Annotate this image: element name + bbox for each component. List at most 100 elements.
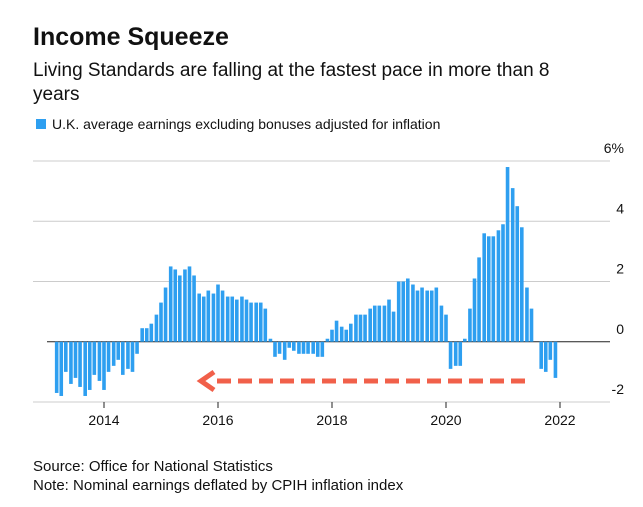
source-note: Source: Office for National Statistics [33, 458, 273, 475]
y-tick-label: 6% [604, 140, 624, 156]
chart-title: Income Squeeze [33, 23, 229, 51]
bar [444, 314, 448, 342]
legend-swatch [36, 119, 46, 129]
y-tick-label: 0 [616, 321, 624, 337]
x-tick-label: 2022 [544, 412, 575, 428]
bar [159, 302, 163, 342]
chart-subtitle: years [33, 84, 79, 105]
bar [173, 269, 178, 342]
bar [254, 302, 258, 342]
bar [344, 329, 349, 342]
bar [201, 296, 206, 342]
bar [187, 266, 192, 342]
bar [297, 341, 301, 354]
bar [168, 266, 173, 342]
bar [477, 257, 481, 342]
bar [377, 305, 382, 342]
bar [406, 278, 410, 342]
bar [468, 308, 472, 342]
bar [372, 305, 377, 342]
x-tick-label: 2014 [88, 412, 119, 428]
bar [515, 206, 520, 342]
x-tick-label: 2020 [430, 412, 461, 428]
bar [354, 314, 358, 342]
footnote: Note: Nominal earnings deflated by CPIH … [33, 477, 404, 494]
bar [358, 314, 363, 342]
bar [553, 341, 558, 378]
bar [83, 341, 87, 396]
bar [258, 302, 263, 342]
bar [501, 224, 505, 342]
bar [391, 311, 396, 342]
bar [54, 341, 59, 393]
bar [368, 308, 372, 342]
bar [135, 341, 139, 354]
bar [363, 314, 367, 342]
bar [211, 293, 216, 342]
bar [240, 296, 244, 342]
bar [140, 328, 144, 342]
bar [130, 341, 135, 372]
bar [311, 341, 315, 354]
bar [87, 341, 92, 390]
chart-subtitle: Living Standards are falling at the fast… [33, 60, 549, 81]
bar [334, 320, 339, 342]
bar [525, 287, 529, 342]
bar [411, 284, 415, 342]
bar [330, 329, 334, 342]
bar [458, 341, 463, 366]
bar [106, 341, 111, 372]
bar [482, 233, 486, 342]
bar [396, 281, 401, 342]
bar [59, 341, 64, 396]
arrow-annotation [196, 369, 525, 393]
bar [420, 287, 424, 342]
bar [183, 269, 187, 342]
bar [510, 188, 515, 342]
bar [268, 338, 273, 342]
bar [292, 341, 296, 351]
bar [539, 341, 543, 369]
bar [486, 236, 491, 342]
bar [306, 341, 310, 354]
bar [496, 230, 501, 342]
bar [149, 323, 154, 342]
bar [244, 299, 249, 342]
bar [192, 275, 196, 342]
bar [92, 341, 97, 375]
bar [401, 281, 406, 342]
bar [339, 326, 344, 342]
bar [263, 308, 268, 342]
bar [453, 341, 458, 366]
bar [301, 341, 306, 354]
bar [425, 290, 429, 342]
bar [439, 305, 444, 342]
bar [216, 284, 220, 342]
x-tick-label: 2016 [202, 412, 233, 428]
bar [491, 236, 496, 342]
bar [220, 290, 225, 342]
bar [111, 341, 116, 366]
bar [197, 293, 201, 342]
bar [97, 341, 102, 381]
bar [78, 341, 82, 387]
y-tick-label: -2 [612, 381, 625, 397]
bar [230, 296, 235, 342]
legend-label: U.K. average earnings excluding bonuses … [52, 116, 440, 132]
bar [163, 287, 168, 342]
bar [543, 341, 548, 372]
bar [287, 341, 292, 348]
bar [315, 341, 320, 357]
bar [434, 287, 439, 342]
bar [282, 341, 287, 360]
bar [472, 278, 477, 342]
bar [349, 323, 353, 342]
bar [548, 341, 553, 360]
bar [387, 299, 391, 342]
y-tick-label: 4 [616, 200, 624, 216]
bar [69, 341, 73, 384]
bar [448, 341, 453, 369]
bar [529, 308, 534, 342]
bar [505, 167, 510, 342]
